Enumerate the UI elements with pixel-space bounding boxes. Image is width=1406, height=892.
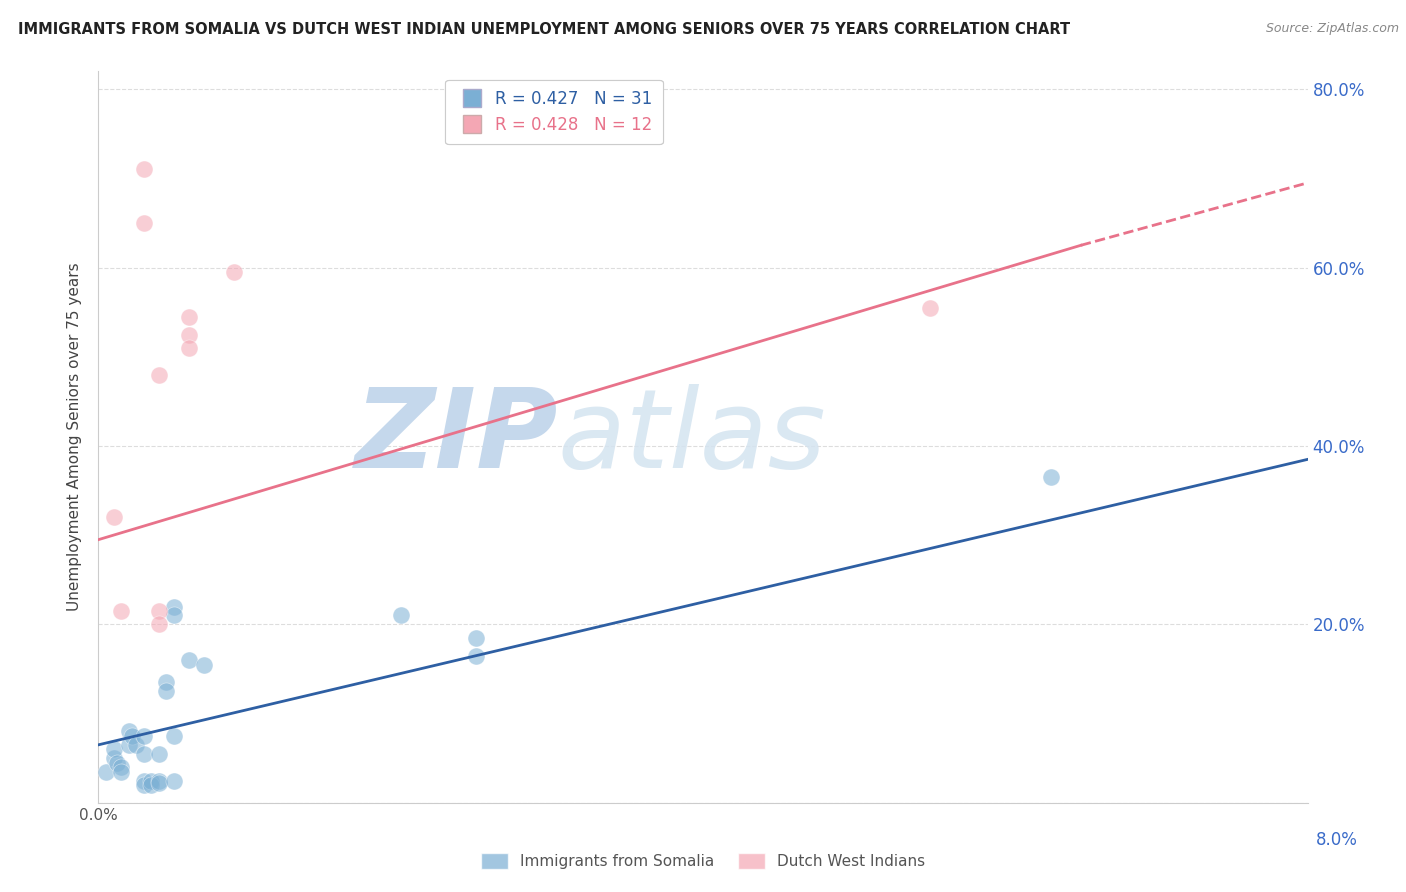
Text: ZIP: ZIP <box>354 384 558 491</box>
Point <box>132 778 155 792</box>
Point <box>465 648 488 663</box>
Point <box>132 162 155 177</box>
Point <box>148 604 170 618</box>
Point <box>110 760 132 774</box>
Point <box>148 776 170 790</box>
Point <box>148 368 170 382</box>
Point <box>132 216 155 230</box>
Point <box>918 301 941 315</box>
Point <box>125 738 148 752</box>
Point <box>132 729 155 743</box>
Point <box>163 729 186 743</box>
Point <box>155 675 177 690</box>
Point <box>118 724 141 739</box>
Point <box>389 608 412 623</box>
Point <box>132 747 155 761</box>
Point <box>465 631 488 645</box>
Point <box>163 608 186 623</box>
Point <box>105 756 128 770</box>
Point <box>148 773 170 788</box>
Point <box>179 341 201 355</box>
Point <box>141 773 163 788</box>
Point <box>179 310 201 324</box>
Point <box>132 773 155 788</box>
Point <box>179 653 201 667</box>
Y-axis label: Unemployment Among Seniors over 75 years: Unemployment Among Seniors over 75 years <box>67 263 83 611</box>
Legend: Immigrants from Somalia, Dutch West Indians: Immigrants from Somalia, Dutch West Indi… <box>474 847 932 875</box>
Point <box>94 764 117 779</box>
Point <box>110 604 132 618</box>
Text: 8.0%: 8.0% <box>1316 830 1358 848</box>
Text: Source: ZipAtlas.com: Source: ZipAtlas.com <box>1265 22 1399 36</box>
Text: IMMIGRANTS FROM SOMALIA VS DUTCH WEST INDIAN UNEMPLOYMENT AMONG SENIORS OVER 75 : IMMIGRANTS FROM SOMALIA VS DUTCH WEST IN… <box>18 22 1070 37</box>
Point <box>110 764 132 779</box>
Point <box>148 747 170 761</box>
Text: atlas: atlas <box>558 384 827 491</box>
Point <box>141 778 163 792</box>
Point <box>148 617 170 632</box>
Point <box>179 327 201 342</box>
Point <box>155 684 177 698</box>
Point <box>103 510 125 524</box>
Point <box>193 657 215 672</box>
Point <box>103 742 125 756</box>
Point <box>1039 470 1062 484</box>
Point <box>163 773 186 788</box>
Point <box>121 729 143 743</box>
Point <box>224 265 246 279</box>
Point <box>118 738 141 752</box>
Point <box>163 599 186 614</box>
Legend: R = 0.427   N = 31, R = 0.428   N = 12: R = 0.427 N = 31, R = 0.428 N = 12 <box>446 79 662 144</box>
Point <box>103 751 125 765</box>
